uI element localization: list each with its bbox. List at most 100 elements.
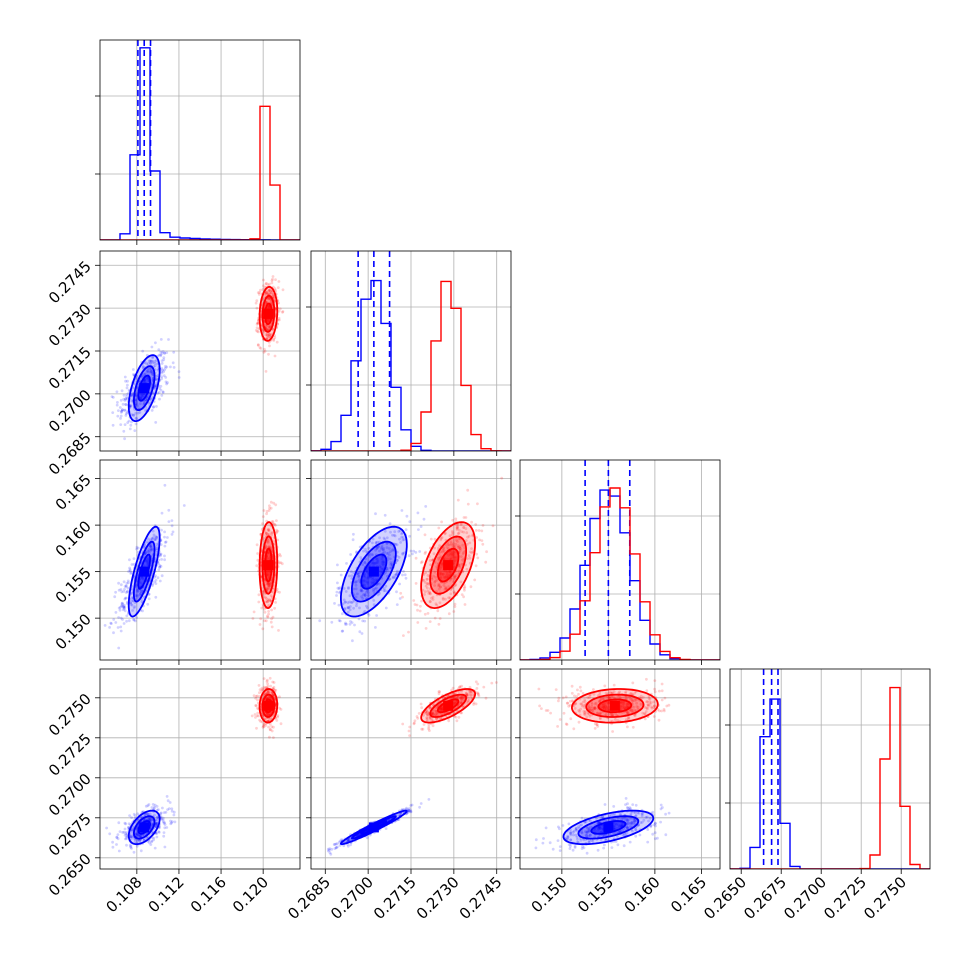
scatter-point (177, 376, 181, 379)
scatter-point (467, 699, 471, 702)
scatter-point (376, 593, 380, 597)
scatter-point (159, 350, 163, 354)
scatter-point (134, 416, 138, 420)
scatter-point (264, 301, 268, 304)
scatter-point (152, 391, 156, 395)
scatter-point (124, 584, 128, 587)
y-tick-label: 0.160 (52, 517, 95, 560)
scatter-point (414, 556, 418, 560)
scatter-point (614, 840, 618, 843)
scatter-point (136, 833, 139, 837)
scatter-point (260, 690, 263, 694)
scatter-point (134, 398, 138, 401)
density-peak-red (263, 308, 274, 319)
scatter-point (426, 713, 429, 717)
scatter-point (273, 336, 277, 340)
scatter-point (649, 825, 653, 829)
scatter-point (165, 351, 169, 354)
scatter-point (453, 591, 456, 595)
scatter-point (149, 543, 153, 547)
scatter-point (484, 560, 488, 564)
scatter-point (268, 289, 272, 293)
scatter-point (344, 622, 347, 626)
scatter-point (423, 580, 427, 584)
scatter-point (463, 585, 467, 589)
scatter-point (133, 429, 137, 432)
scatter-point (169, 822, 173, 826)
scatter-point (149, 398, 153, 401)
scatter-point (268, 288, 272, 291)
scatter-point (634, 834, 638, 838)
scatter-point (453, 605, 457, 608)
scatter-point (110, 395, 114, 398)
scatter-point (577, 826, 581, 830)
scatter-point (114, 590, 117, 594)
scatter-point (459, 696, 463, 700)
scatter-point (383, 529, 387, 533)
scatter-point (447, 596, 450, 600)
scatter-point (257, 330, 260, 334)
scatter-point (628, 825, 632, 828)
scatter-point (131, 599, 135, 603)
scatter-point (123, 465, 126, 468)
scatter-point (256, 698, 259, 702)
scatter-point (651, 832, 655, 836)
scatter-point (394, 572, 398, 576)
scatter-point (166, 799, 170, 803)
scatter-point (407, 808, 410, 812)
scatter-point (425, 718, 429, 721)
scatter-point (664, 833, 668, 837)
scatter-point (441, 549, 445, 552)
scatter-point (388, 577, 392, 581)
scatter-point (495, 681, 498, 684)
scatter-point (165, 365, 169, 369)
scatter-point (155, 362, 159, 366)
scatter-point (355, 550, 358, 554)
scatter-point (135, 832, 139, 835)
scatter-point (254, 696, 257, 700)
scatter-point (477, 694, 481, 698)
scatter-point (423, 533, 427, 537)
scatter-point (153, 360, 157, 363)
scatter-point (474, 523, 478, 526)
scatter-point (367, 613, 371, 617)
contour-blue (127, 354, 161, 422)
scatter-point (123, 587, 126, 591)
scatter-point (252, 694, 256, 698)
scatter-point (264, 531, 268, 535)
scatter-point (428, 591, 432, 595)
scatter-point (270, 729, 274, 733)
scatter-point (426, 582, 430, 585)
scatter-point (454, 692, 458, 695)
scatter-point (418, 609, 422, 613)
scatter-point (652, 823, 656, 827)
scatter-point (438, 544, 441, 547)
scatter-point (407, 809, 411, 813)
scatter-point (262, 685, 266, 689)
scatter-point (266, 527, 270, 531)
scatter-point (480, 539, 484, 542)
scatter-point (117, 581, 120, 585)
scatter-point (122, 622, 126, 625)
scatter-point (266, 682, 269, 686)
scatter-point (607, 691, 610, 695)
scatter-point (385, 536, 389, 540)
scatter-point (388, 522, 392, 526)
scatter-point (146, 812, 149, 816)
scatter-point (159, 812, 163, 816)
scatter-point (446, 543, 450, 547)
scatter-point (338, 619, 342, 623)
scatter-point (149, 548, 153, 552)
scatter-point (460, 690, 463, 693)
scatter-point (111, 423, 115, 427)
scatter-point (171, 530, 175, 534)
scatter-point (638, 833, 642, 837)
scatter-point (401, 595, 404, 599)
scatter-point (364, 591, 368, 594)
scatter-point (435, 711, 439, 715)
scatter-point (160, 370, 163, 373)
scatter-point (125, 837, 128, 841)
density-peak-blue (139, 383, 150, 394)
scatter-point (266, 599, 270, 603)
scatter-point (352, 606, 355, 610)
